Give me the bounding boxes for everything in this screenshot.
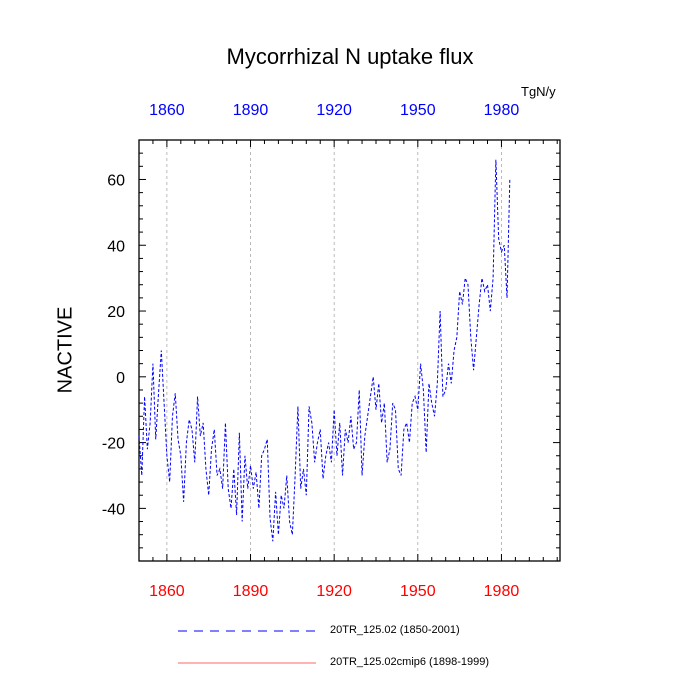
y-tick-label--40: -40 — [102, 501, 125, 518]
legend-label-1: 20TR_125.02 (1850-2001) — [330, 624, 460, 636]
x-tick-label-top-1860: 1860 — [149, 102, 185, 119]
series-line-0 — [138, 159, 511, 542]
units-label: TgN/y — [521, 84, 556, 99]
y-tick-label-0: 0 — [116, 370, 125, 387]
x-tick-label-bottom-1950: 1950 — [400, 583, 436, 600]
series-layer — [138, 159, 511, 542]
legend — [178, 630, 316, 664]
x-tick-label-bottom-1980: 1980 — [484, 583, 520, 600]
x-tick-label-top-1890: 1890 — [233, 102, 269, 119]
axis-ticks: 1860 1860 1890 1890 1920 1920 1950 1950 1980 1980… — [102, 102, 560, 600]
y-tick-label-40: 40 — [107, 238, 125, 255]
x-tick-label-bottom-1920: 1920 — [316, 583, 352, 600]
y-tick-label-20: 20 — [107, 304, 125, 321]
y-tick-label-60: 60 — [107, 172, 125, 189]
legend-label-2: 20TR_125.02cmip6 (1898-1999) — [330, 656, 489, 668]
x-tick-label-bottom-1860: 1860 — [149, 583, 185, 600]
x-tick-label-top-1950: 1950 — [400, 102, 436, 119]
grid-lines — [166, 140, 502, 561]
y-tick-label--20: -20 — [102, 436, 125, 453]
x-tick-label-bottom-1890: 1890 — [233, 583, 269, 600]
plot-frame — [138, 139, 561, 562]
chart-title: Mycorrhizal N uptake flux — [226, 44, 474, 69]
x-tick-label-top-1980: 1980 — [484, 102, 520, 119]
x-tick-label-top-1920: 1920 — [316, 102, 352, 119]
